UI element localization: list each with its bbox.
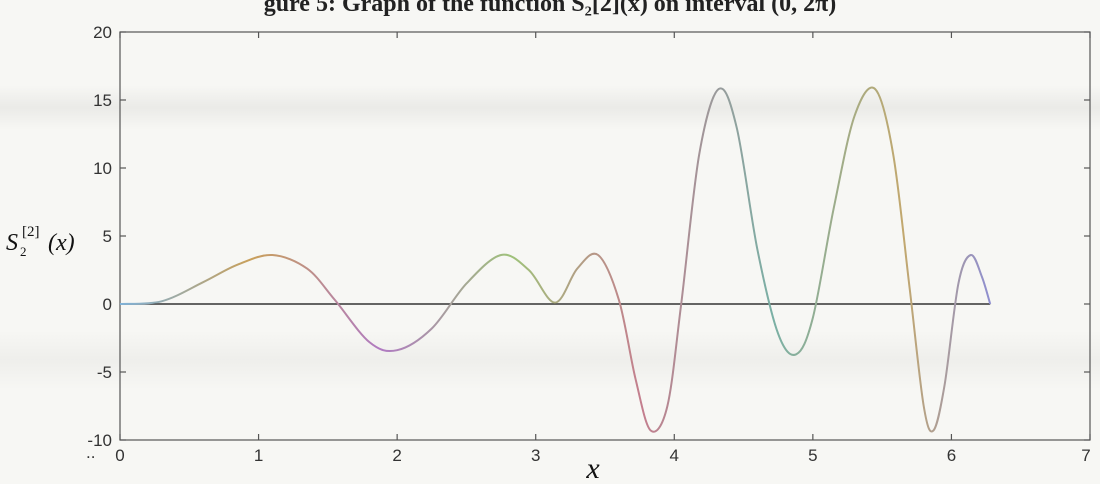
y-axis-label-sub: 2	[20, 244, 27, 259]
x-tick-label: 3	[531, 446, 540, 465]
figure-caption: gure 5: Graph of the function S₂[2](x) o…	[263, 0, 837, 17]
y-tick-label: 5	[103, 227, 112, 246]
y-axis: -10 -5 0 5 10 15 20	[87, 23, 1090, 450]
y-tick-label: -5	[97, 363, 112, 382]
plot-frame	[119, 31, 1091, 441]
x-tick-label: 5	[808, 446, 817, 465]
y-axis-label-main: S	[6, 230, 18, 256]
x-tick-label: 0	[115, 446, 124, 465]
y-axis-label: S [2] 2 (x)	[6, 224, 75, 259]
y-tick-label: -10	[87, 431, 112, 450]
x-origin-extra-label: ..	[86, 443, 95, 462]
y-tick-label: 20	[93, 23, 112, 42]
x-tick-label: 1	[254, 446, 263, 465]
x-axis: 0 1 2 3 4 5 6 7	[115, 32, 1091, 465]
y-tick-label: 10	[93, 159, 112, 178]
x-axis-label: x	[585, 452, 600, 484]
series-line	[119, 86, 992, 433]
x-tick-label: 2	[392, 446, 401, 465]
y-tick-label: 15	[93, 91, 112, 110]
y-tick-label: 0	[103, 295, 112, 314]
x-tick-label: 4	[670, 446, 679, 465]
x-tick-label: 7	[1081, 446, 1090, 465]
y-axis-label-arg: (x)	[48, 230, 75, 256]
y-axis-label-sup: [2]	[22, 224, 40, 240]
x-tick-label: 6	[947, 446, 956, 465]
